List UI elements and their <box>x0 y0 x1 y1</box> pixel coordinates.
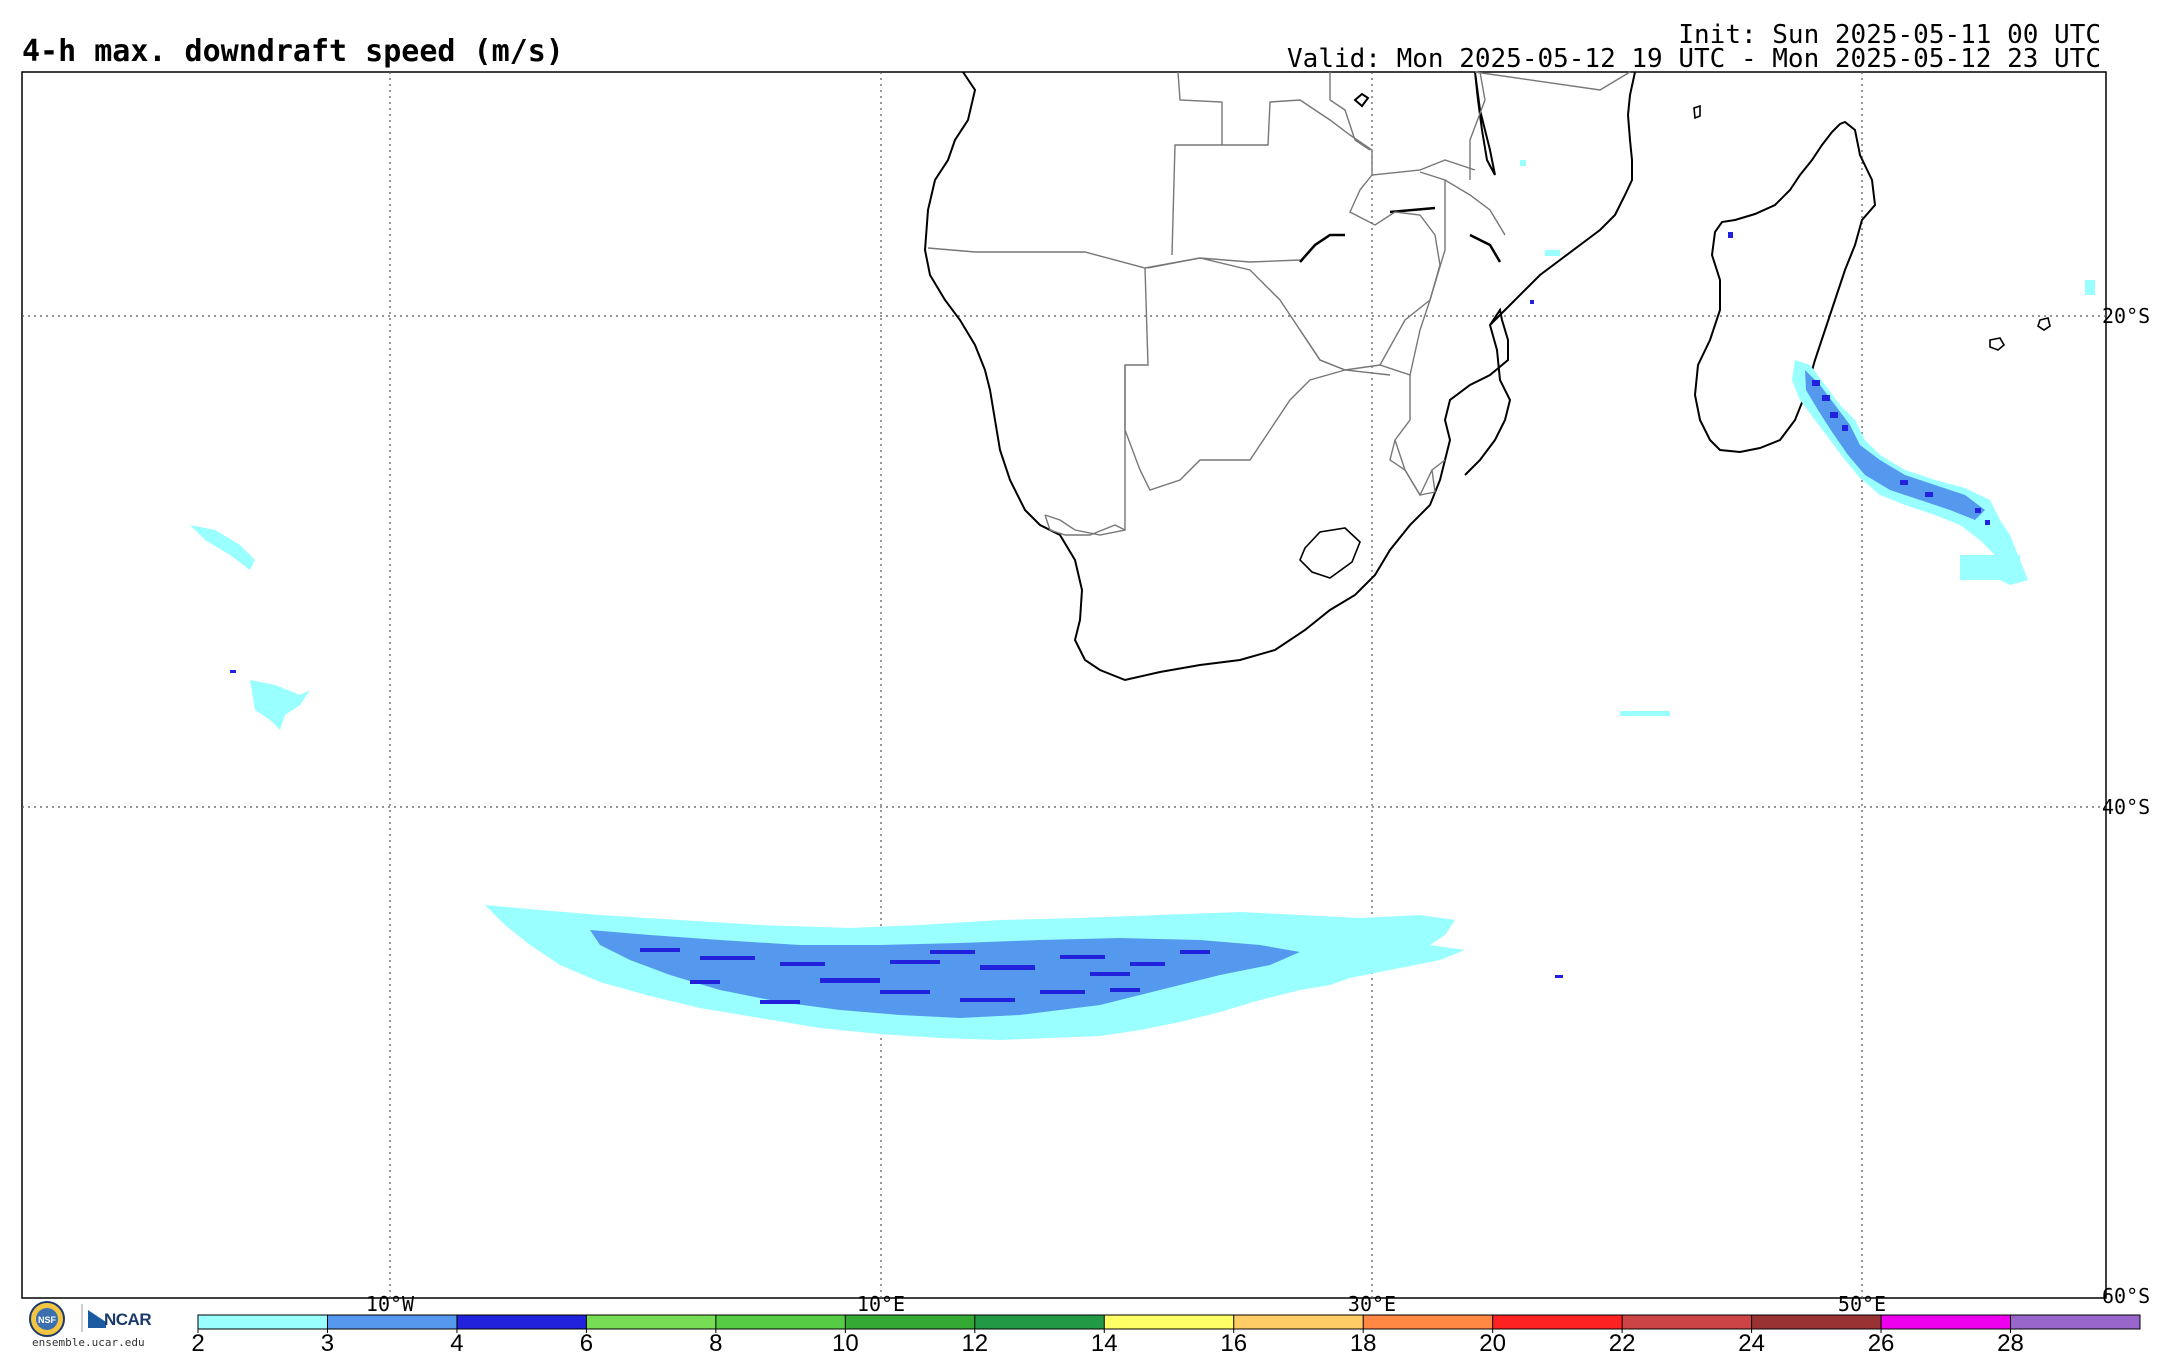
colorbar-label: 20 <box>1479 1330 1507 1357</box>
map-title: 4-h max. downdraft speed (m/s) <box>22 34 564 69</box>
lon-label-10e: 10°E <box>856 1292 906 1316</box>
downdraft-band-madagascar <box>1792 360 2028 585</box>
colorbar-label: 22 <box>1608 1330 1636 1357</box>
colorbar-label: 6 <box>579 1330 594 1357</box>
lake-kariba <box>1299 233 1345 263</box>
logo-url: ensemble.ucar.edu <box>32 1336 145 1349</box>
colorbar-label: 10 <box>831 1330 859 1357</box>
colorbar-segment <box>715 1315 846 1329</box>
colorbar-label: 8 <box>709 1330 723 1357</box>
colorbar-label: 18 <box>1349 1330 1377 1357</box>
country-borders <box>927 71 1631 536</box>
colorbar-segment <box>2010 1315 2140 1329</box>
colorbar-label: 4 <box>450 1330 464 1357</box>
colorbar-label: 24 <box>1738 1330 1765 1357</box>
colorbar-segment <box>1492 1315 1623 1329</box>
nsf-logo-icon: NSF <box>29 1301 65 1337</box>
lake-victoria-south <box>1353 92 1370 108</box>
lesotho-border <box>1299 527 1361 579</box>
lake-mweru <box>1389 206 1436 214</box>
gridlines <box>22 72 2106 1298</box>
reunion <box>2037 317 2051 331</box>
colorbar-segment <box>1233 1315 1364 1329</box>
madagascar-coastline <box>1693 120 1877 454</box>
downdraft-scattered <box>190 160 2095 730</box>
svg-text:NSF: NSF <box>38 1315 57 1325</box>
colorbar-label: 28 <box>1997 1330 2024 1357</box>
colorbar-label: 14 <box>1090 1330 1118 1357</box>
colorbar-label: 16 <box>1220 1330 1248 1357</box>
colorbar-segment <box>1363 1315 1493 1329</box>
lat-label-20s: 20°S <box>2102 304 2151 328</box>
colorbar-segment <box>974 1315 1105 1329</box>
lon-label-30e: 30°E <box>1347 1292 1397 1316</box>
lon-label-10w: 10°W <box>365 1292 415 1316</box>
mauritius <box>1989 337 2006 351</box>
colorbar-segment <box>1104 1315 1234 1329</box>
lon-label-50e: 50°E <box>1837 1292 1887 1316</box>
colorbar-outline <box>197 1314 2141 1330</box>
colorbar-segment <box>198 1315 328 1329</box>
comoros <box>1693 104 1701 120</box>
colorbar-segment <box>327 1315 457 1329</box>
colorbar-segment <box>456 1315 587 1329</box>
ncar-logo-icon <box>81 1304 106 1332</box>
init-time: Init: Sun 2025-05-11 00 UTC <box>1678 20 2101 50</box>
map-frame <box>21 71 2107 1299</box>
africa-coastline <box>923 71 1636 682</box>
colorbar-segment <box>1751 1315 1882 1329</box>
downdraft-scattered-blue <box>230 232 1733 978</box>
logo-block: NSF NCAR ensemble.ucar.edu <box>22 1298 182 1354</box>
colorbar-label: 3 <box>320 1330 335 1357</box>
lake-malawi <box>1474 71 1496 176</box>
colorbar-segment <box>845 1315 975 1329</box>
lat-label-60s: 60°S <box>2102 1284 2151 1308</box>
cahora-bassa <box>1469 233 1502 263</box>
colorbar-segment <box>1881 1315 2011 1329</box>
colorbar-label: 2 <box>191 1330 205 1357</box>
colorbar-label: 26 <box>1867 1330 1895 1357</box>
downdraft-band-south <box>485 905 1465 1040</box>
ncar-logo-text: NCAR <box>104 1310 152 1329</box>
valid-time: Valid: Mon 2025-05-12 19 UTC - Mon 2025-… <box>1287 44 2101 74</box>
colorbar-segment <box>1622 1315 1752 1329</box>
colorbar-label: 12 <box>961 1330 989 1357</box>
lat-label-40s: 40°S <box>2102 795 2151 819</box>
colorbar-segment <box>586 1315 716 1329</box>
